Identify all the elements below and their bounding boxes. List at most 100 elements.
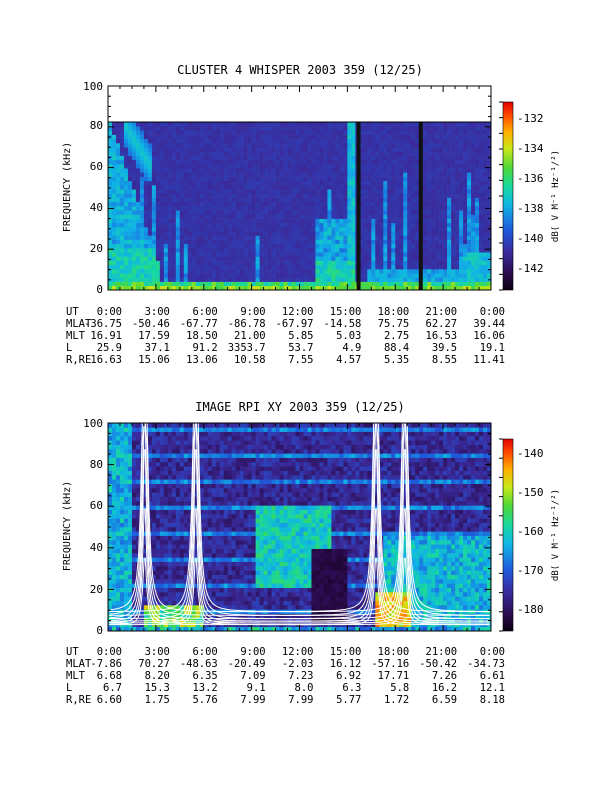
spectrogram-cell	[115, 579, 121, 584]
spectrogram-cell	[131, 553, 137, 558]
spectrogram-cell	[203, 201, 209, 207]
spectrogram-cell	[147, 509, 153, 515]
spectrogram-cell	[455, 197, 460, 203]
spectrogram-cell	[451, 210, 456, 215]
spectrogram-cell	[455, 176, 460, 182]
spectrogram-cell	[279, 122, 284, 127]
spectrogram-cell	[151, 492, 157, 497]
spectrogram-cell	[431, 155, 436, 161]
spectrogram-cell	[483, 147, 488, 152]
spectrogram-cell	[455, 206, 460, 211]
ephemeris-value: 11.41	[473, 354, 505, 366]
spectrogram-cell	[251, 197, 256, 203]
spectrogram-cell	[155, 214, 161, 219]
spectrogram-cell	[123, 427, 129, 432]
spectrogram-cell	[339, 197, 344, 203]
spectrogram-cell	[155, 269, 161, 274]
spectrogram-cell	[191, 260, 197, 266]
spectrogram-cell	[163, 479, 169, 484]
spectrogram-cell	[407, 243, 412, 249]
spectrogram-cell	[239, 130, 244, 135]
spectrogram-cell	[391, 134, 396, 140]
spectrogram-cell	[159, 553, 165, 558]
spectrogram-cell	[291, 239, 296, 245]
spectrogram-cell	[147, 130, 153, 135]
spectrogram-cell	[127, 218, 133, 224]
spectrogram-cell	[367, 185, 372, 190]
spectrogram-cell	[295, 252, 300, 257]
spectrogram-cell	[263, 164, 268, 169]
spectrogram-cell	[475, 122, 480, 127]
spectrogram-cell	[167, 436, 173, 441]
spectrogram-cell	[383, 273, 388, 278]
ephemeris-value: 39.5	[432, 342, 457, 354]
spectrogram-cell	[108, 231, 113, 236]
spectrogram-cell	[227, 281, 232, 287]
spectrogram-cell	[447, 256, 452, 261]
spectrogram-cell	[399, 231, 404, 236]
spectrogram-cell	[339, 193, 344, 198]
spectrogram-cell	[323, 214, 328, 219]
spectrogram-cell	[115, 193, 121, 198]
ephemeris-table: UT MLAT MLT L R,RE 0:00 3:00 6:00 9:00 12:00…	[66, 306, 505, 366]
spectrogram-cell	[411, 235, 416, 240]
spectrogram-cell	[115, 164, 121, 169]
spectrogram-cell	[415, 193, 420, 198]
spectrogram-cell	[119, 444, 125, 450]
spectrogram-cell	[407, 227, 412, 232]
spectrogram-cell	[375, 248, 380, 253]
spectrogram-cell	[155, 248, 161, 253]
spectrogram-cell	[255, 172, 260, 177]
spectrogram-cell	[303, 206, 308, 211]
spectrogram-cell	[295, 122, 300, 127]
spectrogram-cell	[108, 544, 113, 549]
spectrogram-cell	[235, 243, 240, 249]
spectrogram-cell	[415, 151, 420, 156]
spectrogram-cell	[455, 214, 460, 219]
spectrogram-cell	[271, 143, 276, 148]
spectrogram-cell	[179, 231, 185, 236]
spectrogram-cell	[467, 243, 472, 249]
spectrogram-cell	[463, 164, 468, 169]
spectrogram-cell	[159, 488, 165, 493]
ephemeris-value: 75.75	[378, 318, 410, 330]
spectrogram-cell	[307, 176, 312, 182]
spectrogram-cell	[223, 197, 228, 203]
spectrogram-cell	[443, 126, 448, 131]
spectrogram-cell	[375, 122, 380, 127]
spectrogram-cell	[223, 264, 228, 270]
y-axis-title: FREQUENCY (kHz)	[62, 481, 73, 571]
spectrogram-cell	[351, 189, 356, 194]
spectrogram-cell	[108, 605, 113, 610]
spectrogram-cell	[275, 159, 280, 165]
spectrogram-cell	[291, 252, 296, 257]
spectrogram-cell	[195, 134, 201, 140]
spectrogram-cell	[395, 201, 400, 207]
spectrogram-cell	[423, 231, 428, 236]
spectrogram-cell	[219, 159, 224, 165]
spectrogram-cell	[123, 164, 129, 169]
spectrogram-cell	[291, 214, 296, 219]
spectrogram-cell	[255, 248, 260, 253]
spectrogram-cell	[183, 462, 189, 467]
spectrogram-cell	[475, 218, 480, 224]
spectrogram-cell	[371, 243, 376, 249]
spectrogram-cell	[435, 210, 440, 215]
spectrogram-cell	[255, 164, 260, 169]
spectrogram-cell	[451, 147, 456, 152]
spectrogram-cell	[175, 475, 181, 480]
spectrogram-cell	[108, 210, 113, 215]
spectrogram-cell	[119, 479, 125, 484]
spectrogram-cell	[423, 243, 428, 249]
spectrogram-cell	[175, 285, 181, 291]
spectrogram-cell	[267, 231, 272, 236]
spectrogram-cell	[227, 193, 232, 198]
spectrogram-cell	[171, 592, 177, 597]
spectrogram-cell	[155, 583, 161, 588]
spectrogram-cell	[247, 281, 252, 287]
spectrogram-cell	[475, 172, 480, 177]
spectrogram-cell	[235, 285, 240, 291]
spectrogram-cell	[215, 185, 221, 190]
spectrogram-cell	[307, 243, 312, 249]
spectrogram-cell	[147, 159, 153, 165]
